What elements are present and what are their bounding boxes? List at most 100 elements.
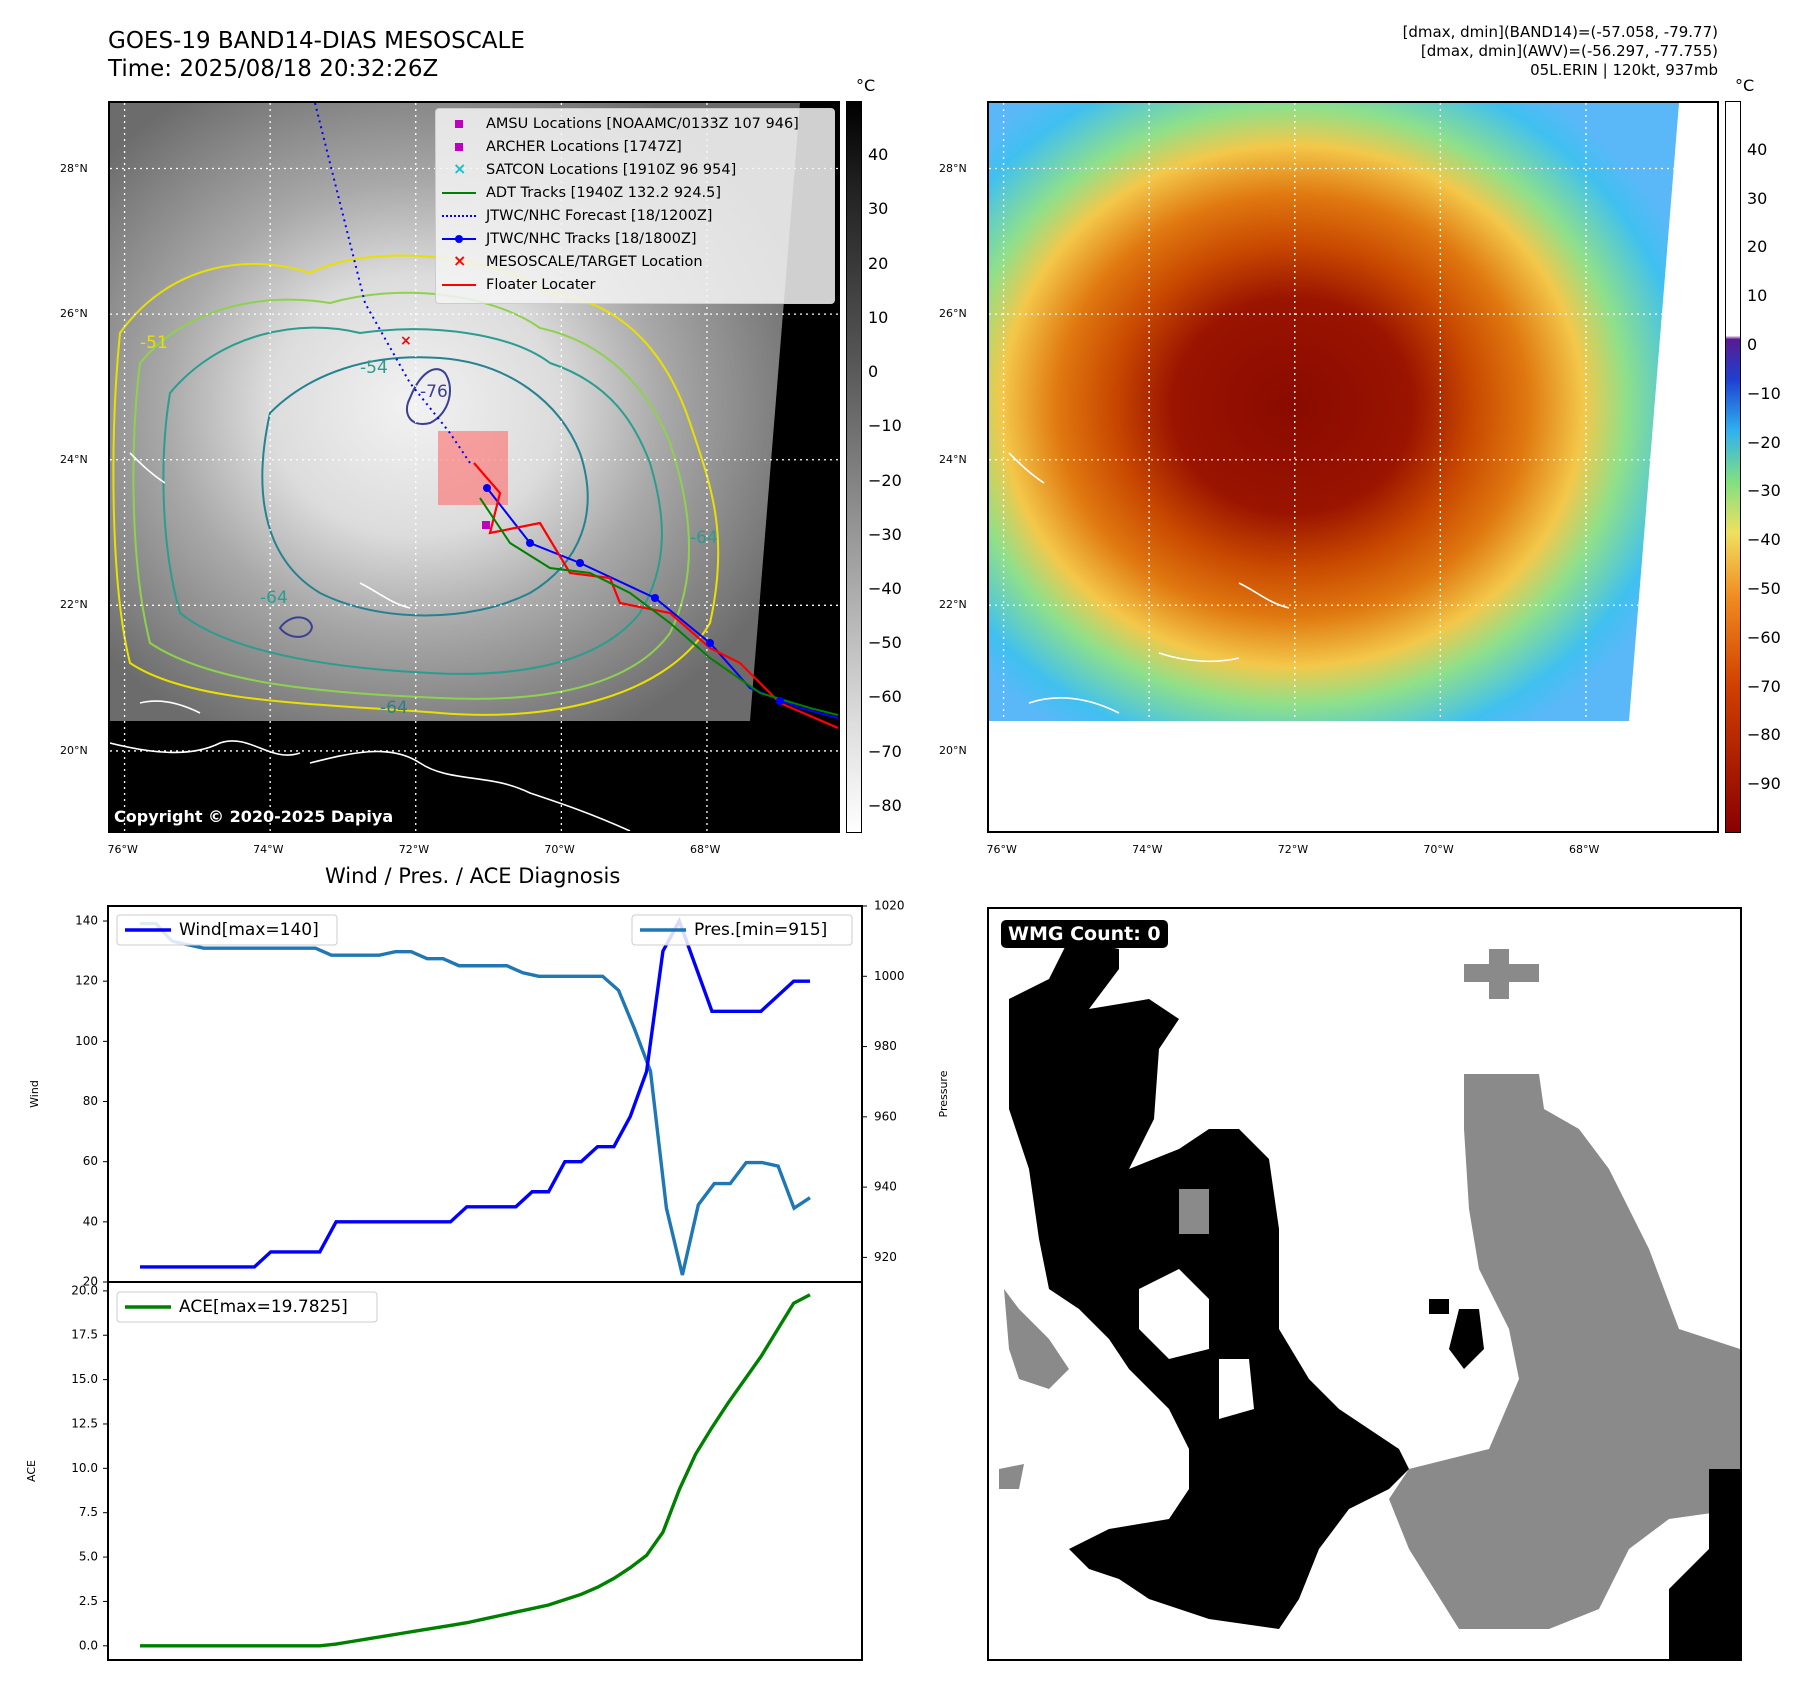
legend-marker-icon	[442, 232, 476, 246]
copyright: Copyright © 2020-2025 Dapiya	[114, 807, 394, 826]
floater-track	[473, 462, 838, 730]
colorbar-tick-label: 30	[868, 199, 889, 219]
colorbar-tick-label: 10	[1747, 286, 1768, 306]
legend-entry: JTWC/NHC Tracks [18/1800Z]	[442, 229, 697, 249]
coast-bahamas-1	[129, 452, 166, 484]
legend-marker-icon	[442, 186, 476, 200]
contour-label-6: -64	[690, 528, 718, 548]
colorbar-tick-label: −10	[1747, 383, 1781, 403]
diagnosis-chart: 20 40 60 80 100 120 140 920 940 960 980 1000 1020 0.0…	[25, 899, 950, 1661]
color-cloud-field	[989, 103, 1679, 721]
colorbar-tick-label: 40	[868, 145, 889, 165]
lon-tick-label: 74°W	[1132, 843, 1163, 856]
colorbar-tick-label: −60	[1747, 627, 1781, 647]
contour-coldest	[405, 368, 451, 425]
wmg-panel: WMG Count: 0	[987, 907, 1742, 1661]
wind-tick-label: 60	[83, 1154, 98, 1168]
coast-hispaniola	[309, 750, 631, 831]
legend-marker-icon	[442, 209, 476, 223]
amsu-marker	[482, 521, 490, 529]
legend-label: AMSU Locations [NOAAMC/0133Z 107 946]	[486, 116, 799, 132]
pressure-axis-label: Pressure	[937, 1070, 950, 1117]
legend-entry: ADT Tracks [1940Z 132.2 924.5]	[442, 183, 721, 203]
contour-teal	[162, 326, 663, 675]
pressure-line	[140, 921, 811, 1276]
wmg-count-badge: WMG Count: 0	[1001, 920, 1168, 948]
forecast-track	[314, 103, 471, 464]
target-box	[438, 431, 508, 505]
wind-pres-axes	[107, 905, 863, 1283]
adt-track	[479, 497, 838, 716]
color-coast-1	[1008, 452, 1045, 484]
wind-line	[140, 916, 810, 1269]
ace-tick-label: 15.0	[71, 1372, 98, 1386]
pressure-legend: Pres.[min=915]	[631, 914, 853, 946]
color-coast-2	[1238, 582, 1290, 609]
legend-label: JTWC/NHC Tracks [18/1800Z]	[486, 231, 697, 247]
legend-marker-icon: ×	[453, 159, 467, 178]
pressure-tick-label: 980	[874, 1039, 897, 1053]
colorbar-tick-label: −50	[1747, 579, 1781, 598]
storm-info: [dmax, dmin](BAND14)=(-57.058, -79.77) […	[1403, 23, 1718, 80]
legend-marker-icon: ×	[453, 251, 467, 270]
pressure-tick-label: 960	[874, 1109, 897, 1123]
colorbar-tick-label: −80	[868, 795, 902, 815]
colorbar-tick-label: 20	[868, 253, 889, 273]
ace-line	[140, 1293, 811, 1648]
gray-colorbar-unit: °C	[856, 76, 876, 95]
pressure-tick-label: 1000	[874, 969, 905, 983]
colorbar-tick-label: 10	[868, 307, 889, 327]
lat-tick-label: 28°N	[60, 161, 88, 175]
legend-label: MESOSCALE/TARGET Location	[486, 254, 703, 270]
wmg-black-region	[1009, 939, 1409, 1629]
lon-tick-label: 76°W	[986, 843, 1017, 856]
color-colorbar	[1725, 101, 1741, 833]
legend-entry: Floater Locater	[442, 275, 595, 295]
colorbar-tick-label: −90	[1747, 774, 1781, 794]
lat-tick-label: 22°N	[939, 598, 967, 612]
colorbar-tick-label: −40	[868, 579, 902, 598]
contour-label-1: -76	[420, 382, 448, 402]
colorbar-tick-label: −30	[868, 524, 902, 544]
ace-tick-label: 20.0	[71, 1283, 98, 1297]
wind-tick-label: 140	[75, 914, 98, 928]
map-legend: AMSU Locations [NOAAMC/0133Z 107 946] ARC…	[435, 108, 835, 304]
colorbar-tick-label: −60	[868, 687, 902, 707]
track-points	[483, 484, 784, 705]
legend-entry: × MESOSCALE/TARGET Location	[442, 251, 703, 272]
pressure-tick-label: 940	[874, 1180, 897, 1194]
lon-tick-label: 76°W	[107, 843, 138, 856]
wind-tick-label: 100	[75, 1034, 98, 1048]
ace-tick-label: 17.5	[71, 1328, 98, 1342]
ace-tick-label: 7.5	[79, 1505, 98, 1519]
ir-color-map-svg	[989, 103, 1717, 831]
wmg-image	[999, 939, 1740, 1659]
colorbar-tick-label: −70	[868, 741, 902, 761]
wind-tick-label: 20	[83, 1275, 98, 1289]
legend-label: SATCON Locations [1910Z 96 954]	[486, 162, 737, 178]
wind-tick-label: 120	[75, 974, 98, 988]
lat-tick-label: 26°N	[939, 307, 967, 321]
info-line-2: [dmax, dmin](AWV)=(-56.297, -77.755)	[1420, 42, 1718, 60]
ace-tick-label: 2.5	[79, 1594, 98, 1608]
lon-tick-label: 72°W	[1277, 843, 1309, 856]
legend-label: Floater Locater	[486, 277, 596, 293]
legend-text: Pres.[min=915]	[694, 920, 827, 940]
contour-label-3: -64	[380, 698, 408, 718]
legend-label: JTWC/NHC Forecast [18/1200Z]	[486, 208, 713, 224]
lon-tick-label: 74°W	[253, 843, 284, 856]
coast-bahamas-2	[359, 582, 411, 609]
colorbar-tick-label: −70	[1747, 676, 1781, 696]
legend-entry: JTWC/NHC Forecast [18/1200Z]	[442, 206, 712, 226]
lat-tick-label: 28°N	[939, 161, 967, 175]
legend-entry: AMSU Locations [NOAAMC/0133Z 107 946]	[442, 114, 799, 134]
wmg-gray-region	[1389, 1074, 1740, 1629]
ir-color-map	[987, 101, 1719, 833]
coast-cuba	[110, 740, 301, 756]
colorbar-tick-label: −40	[1747, 530, 1781, 550]
contour-lightgreen	[132, 291, 690, 700]
title-line-2: Time: 2025/08/18 20:32:26Z	[108, 56, 439, 82]
lon-tick-label: 68°W	[689, 843, 721, 856]
lat-tick-label: 24°N	[939, 452, 967, 466]
legend-text: Wind[max=140]	[179, 920, 319, 940]
